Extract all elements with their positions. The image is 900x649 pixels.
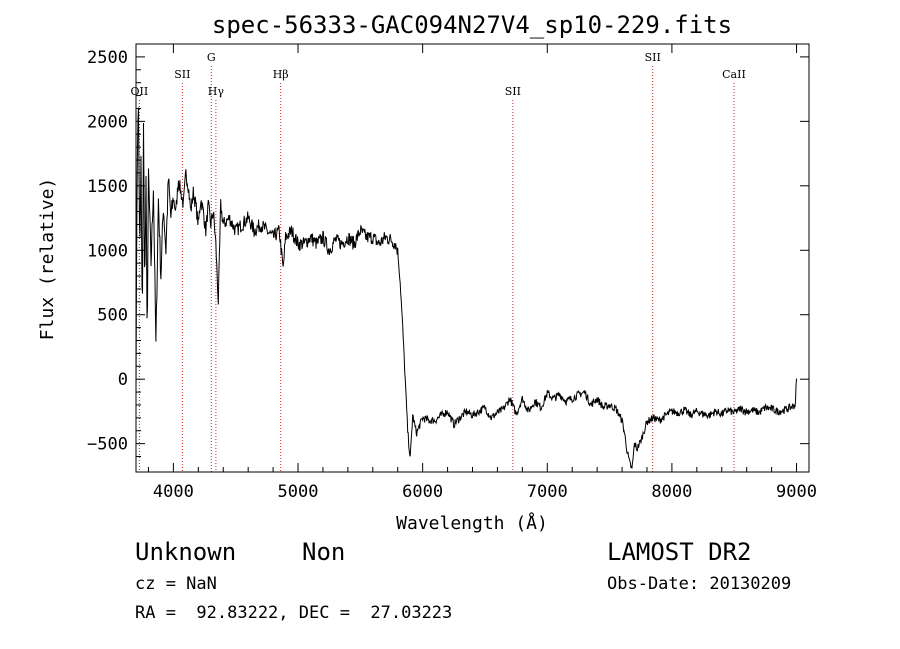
line-marker-label: CaII bbox=[722, 68, 746, 81]
line-marker-label: OII bbox=[131, 85, 149, 98]
x-tick-label: 7000 bbox=[527, 482, 568, 502]
plot-frame bbox=[135, 43, 810, 473]
y-tick-label: 1000 bbox=[87, 241, 128, 261]
x-tick-label: 5000 bbox=[278, 482, 319, 502]
y-tick-label: 2500 bbox=[87, 48, 128, 68]
y-axis: −500 0 500 1000 1500 2000 2500 bbox=[87, 48, 809, 458]
y-axis-label: Flux (relative) bbox=[37, 178, 58, 341]
line-marker-label: SII bbox=[505, 85, 521, 98]
chart-title: spec-56333-GAC094N27V4_sp10-229.fits bbox=[212, 11, 732, 39]
x-tick-label: 9000 bbox=[776, 482, 817, 502]
line-marker-label: G bbox=[207, 51, 216, 64]
coordinates-text: RA = 92.83222, DEC = 27.03223 bbox=[135, 603, 453, 623]
spectrum-line bbox=[135, 107, 797, 470]
y-tick-label: 2000 bbox=[87, 112, 128, 132]
x-tick-label: 4000 bbox=[153, 482, 194, 502]
x-axis-label: Wavelength (Å) bbox=[396, 512, 548, 534]
y-tick-label: 1500 bbox=[87, 177, 128, 197]
x-tick-label: 6000 bbox=[402, 482, 443, 502]
x-axis: 4000 5000 6000 7000 8000 9000 bbox=[147, 44, 817, 502]
line-marker-label: SII bbox=[645, 51, 661, 64]
y-tick-label: 0 bbox=[118, 370, 128, 390]
redshift-text: cz = NaN bbox=[135, 574, 217, 594]
object-class: Unknown bbox=[135, 538, 237, 566]
line-markers: OII SII G Hγ Hβ SII SII CaII bbox=[131, 51, 746, 472]
line-marker-label: Hβ bbox=[273, 68, 289, 81]
y-tick-label: 500 bbox=[97, 306, 128, 326]
observation-date: Obs-Date: 20130209 bbox=[607, 574, 792, 594]
survey-label: LAMOST DR2 bbox=[607, 538, 752, 566]
spectrum-series bbox=[135, 107, 797, 470]
object-subclass: Non bbox=[302, 538, 346, 566]
line-marker-label: Hγ bbox=[208, 85, 225, 98]
line-marker-label: SII bbox=[174, 68, 190, 81]
y-tick-label: −500 bbox=[87, 435, 128, 455]
x-tick-label: 8000 bbox=[651, 482, 692, 502]
